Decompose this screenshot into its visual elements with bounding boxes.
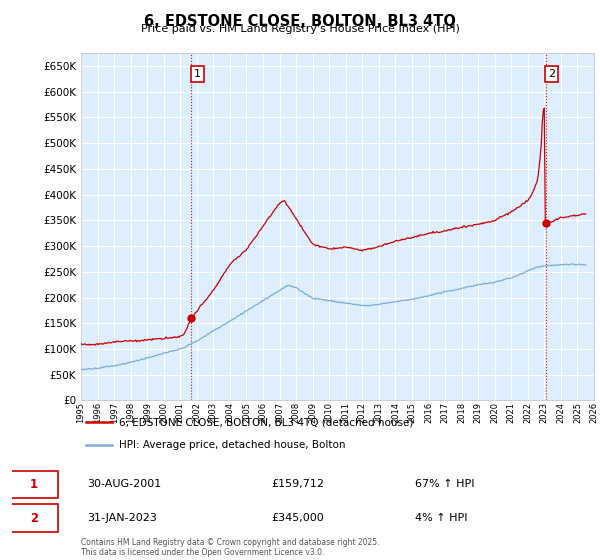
FancyBboxPatch shape [9, 504, 58, 532]
Text: 30-AUG-2001: 30-AUG-2001 [87, 479, 161, 489]
Text: 4% ↑ HPI: 4% ↑ HPI [415, 513, 468, 523]
Text: 6, EDSTONE CLOSE, BOLTON, BL3 4TQ (detached house): 6, EDSTONE CLOSE, BOLTON, BL3 4TQ (detac… [119, 417, 414, 427]
Text: Price paid vs. HM Land Registry's House Price Index (HPI): Price paid vs. HM Land Registry's House … [140, 24, 460, 34]
Text: 1: 1 [30, 478, 38, 491]
Text: 2: 2 [30, 511, 38, 525]
Text: £159,712: £159,712 [271, 479, 324, 489]
Text: 31-JAN-2023: 31-JAN-2023 [87, 513, 157, 523]
Text: 2: 2 [548, 69, 556, 79]
Text: 1: 1 [194, 69, 201, 79]
FancyBboxPatch shape [9, 470, 58, 498]
Text: 67% ↑ HPI: 67% ↑ HPI [415, 479, 475, 489]
Text: HPI: Average price, detached house, Bolton: HPI: Average price, detached house, Bolt… [119, 440, 346, 450]
Text: 6, EDSTONE CLOSE, BOLTON, BL3 4TQ: 6, EDSTONE CLOSE, BOLTON, BL3 4TQ [144, 14, 456, 29]
Text: £345,000: £345,000 [271, 513, 324, 523]
Text: Contains HM Land Registry data © Crown copyright and database right 2025.
This d: Contains HM Land Registry data © Crown c… [81, 538, 380, 557]
